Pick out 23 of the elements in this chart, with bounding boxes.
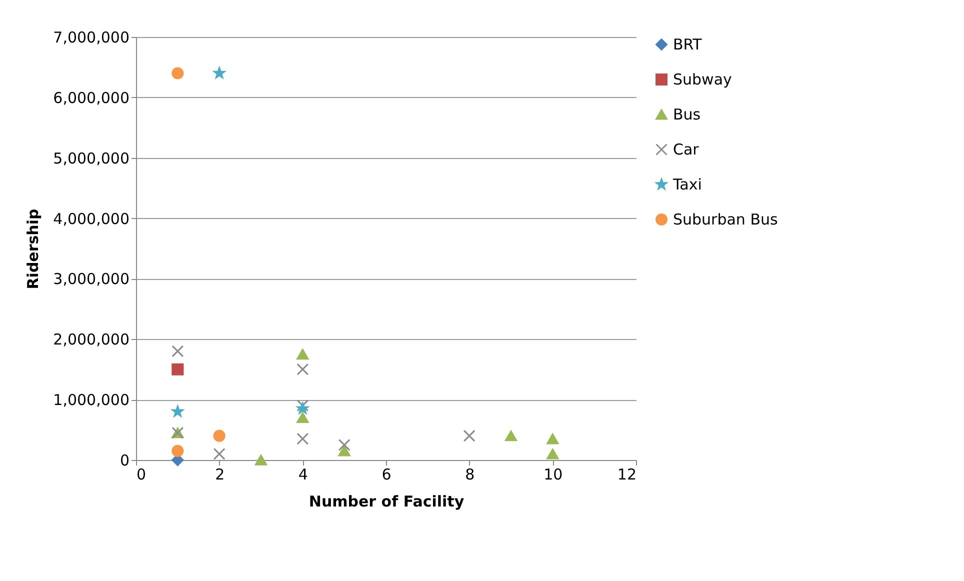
x-tick-label: 2 xyxy=(215,466,225,484)
x-tick-label: 10 xyxy=(544,466,563,484)
legend-label: BRT xyxy=(673,36,703,54)
legend-label: Taxi xyxy=(672,176,702,194)
x-tick-label: 0 xyxy=(136,466,146,484)
x-tick-label: 6 xyxy=(382,466,392,484)
y-tick-label: 6,000,000 xyxy=(53,88,130,107)
y-tick-label: 5,000,000 xyxy=(53,149,130,168)
y-tick-label: 1,000,000 xyxy=(53,391,130,410)
x-tick-label: 4 xyxy=(298,466,308,484)
legend-label: Suburban Bus xyxy=(673,210,778,228)
x-tick-label: 12 xyxy=(617,466,636,484)
y-axis-title: Ridership xyxy=(24,208,42,290)
y-tick-label: 0 xyxy=(120,452,130,470)
y-tick-label: 3,000,000 xyxy=(53,270,130,288)
legend-label: Bus xyxy=(673,106,701,124)
legend-label: Subway xyxy=(673,70,732,88)
x-tick-label: 8 xyxy=(465,466,475,484)
y-tick-label: 2,000,000 xyxy=(53,330,130,349)
x-axis-title: Number of Facility xyxy=(308,492,464,510)
legend-label: Car xyxy=(673,140,700,158)
y-tick-label: 4,000,000 xyxy=(53,210,130,228)
y-tick-label: 7,000,000 xyxy=(53,28,130,46)
